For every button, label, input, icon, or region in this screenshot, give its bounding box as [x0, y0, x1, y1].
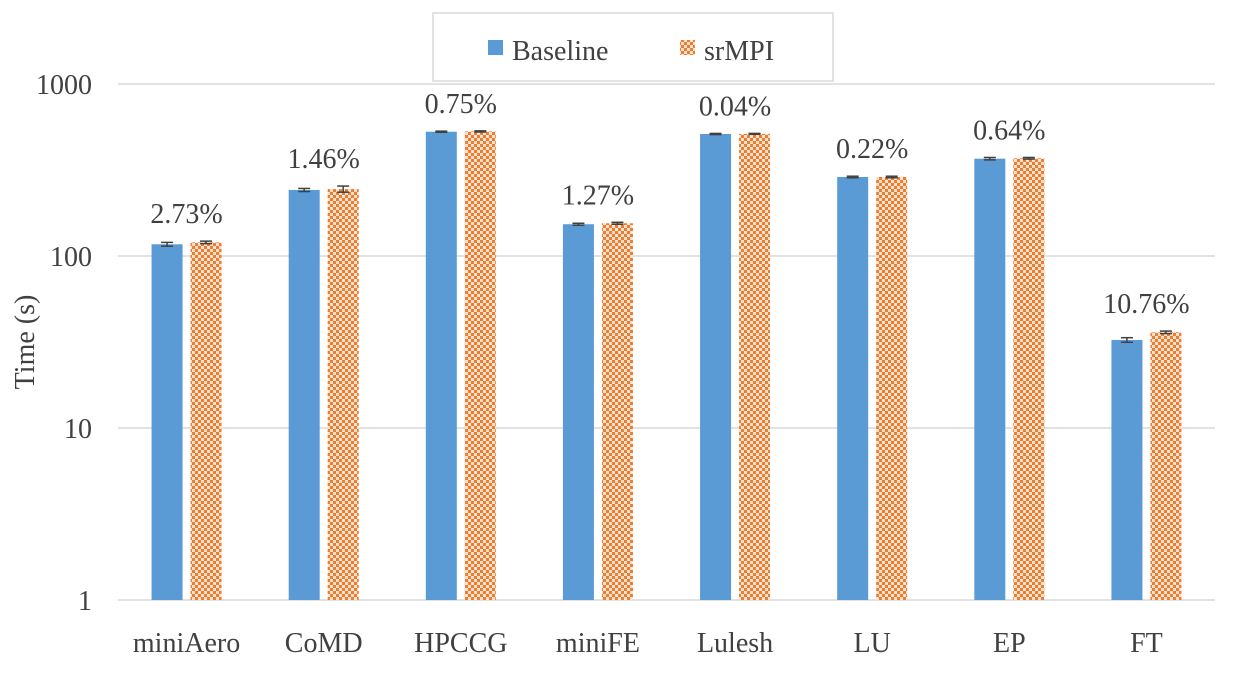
error-bar — [435, 130, 448, 134]
error-bar — [474, 130, 487, 133]
error-bar — [572, 222, 585, 226]
bar-annotation: 0.64% — [973, 115, 1045, 146]
bar-annotation: 1.27% — [562, 180, 634, 211]
bar-annotation: 0.75% — [425, 89, 497, 120]
error-bars — [161, 130, 1172, 344]
legend-swatch-baseline — [488, 40, 503, 55]
error-bar — [1022, 156, 1035, 160]
x-axis-categories: miniAero CoMD HPCCG miniFE Lulesh LU EP FT — [133, 628, 1163, 659]
bar-annotation: 10.76% — [1103, 289, 1189, 320]
y-tick-label: 1000 — [36, 70, 92, 101]
legend-label-baseline: Baseline — [512, 36, 608, 67]
bar-baseline-lulesh — [700, 134, 732, 601]
error-bar — [1159, 330, 1172, 335]
bar-annotation: 0.04% — [699, 91, 771, 122]
y-axis-title: Time (s) — [10, 295, 41, 390]
legend: Baseline srMPI — [432, 12, 834, 82]
bar-srmpi-lu — [876, 176, 908, 600]
bar-srmpi-minife — [601, 223, 633, 601]
bar-annotation: 1.46% — [288, 144, 360, 175]
x-category-label: miniAero — [133, 628, 240, 659]
bar-baseline-miniaero — [151, 244, 183, 600]
x-category-label: EP — [993, 628, 1026, 659]
error-bar — [611, 221, 624, 225]
x-category-label: LU — [854, 628, 891, 659]
y-tick-label: 100 — [50, 242, 92, 273]
error-bar — [1120, 336, 1133, 344]
x-category-label: Lulesh — [697, 628, 773, 659]
legend-label-srmpi: srMPI — [704, 36, 774, 67]
error-bar — [200, 240, 213, 245]
bar-baseline-lu — [837, 176, 869, 600]
bar-baseline-comd — [288, 189, 320, 600]
y-tick-label: 1 — [78, 586, 92, 617]
error-bar — [337, 185, 350, 193]
bar-srmpi-ft — [1150, 332, 1182, 600]
legend-swatch-srmpi — [680, 40, 695, 55]
bar-srmpi-ep — [1013, 158, 1045, 601]
bar-annotation: 0.22% — [836, 134, 908, 165]
bar-srmpi-miniaero — [190, 242, 222, 600]
error-bar — [709, 132, 722, 136]
error-bar — [161, 241, 174, 247]
bar-baseline-ft — [1111, 339, 1143, 600]
bar-srmpi-lulesh — [739, 133, 771, 601]
bar-baseline-hpccg — [425, 131, 457, 600]
error-bar — [298, 187, 311, 193]
y-axis-ticks: 1 10 100 1000 — [36, 70, 92, 617]
gridlines — [118, 83, 1215, 601]
bar-baseline-ep — [974, 158, 1006, 600]
bar-srmpi-hpccg — [464, 131, 496, 600]
y-tick-label: 10 — [64, 414, 92, 445]
bars — [151, 131, 1182, 601]
error-bar — [748, 132, 761, 136]
x-category-label: CoMD — [285, 628, 363, 659]
x-category-label: HPCCG — [414, 628, 507, 659]
error-bar — [983, 156, 996, 161]
x-category-label: miniFE — [556, 628, 640, 659]
bar-annotations: 2.73% 1.46% 0.75% 1.27% 0.04% 0.22% 0.64% 10.76… — [150, 89, 1189, 320]
error-bar — [846, 175, 859, 179]
x-category-label: FT — [1130, 628, 1163, 659]
error-bar — [885, 175, 898, 179]
bar-annotation: 2.73% — [150, 199, 222, 230]
bar-baseline-minife — [562, 224, 594, 600]
bar-srmpi-comd — [327, 189, 359, 601]
